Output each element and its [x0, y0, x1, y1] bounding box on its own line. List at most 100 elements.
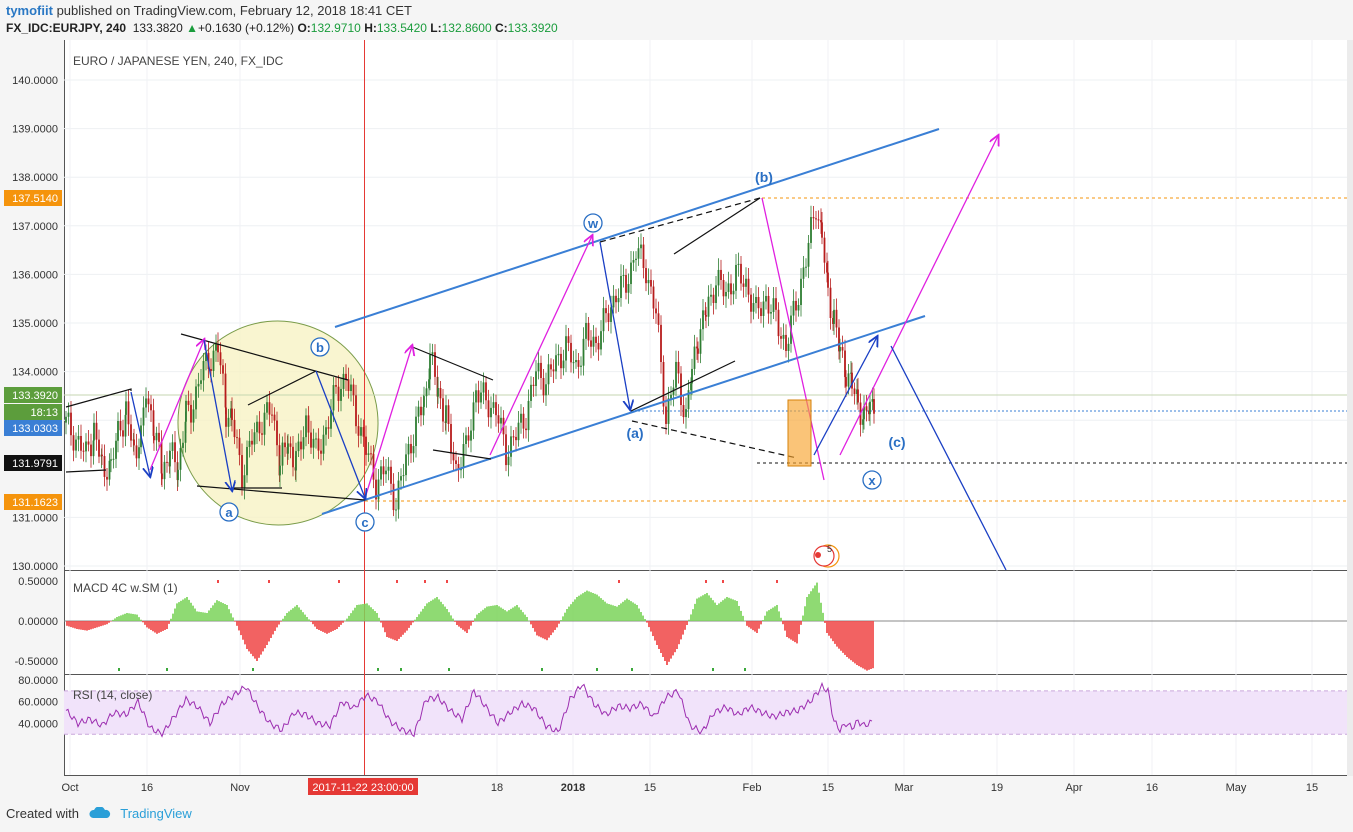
macd-bar: [710, 597, 712, 621]
candle-body: [450, 423, 452, 454]
candle-body: [222, 365, 224, 374]
candle-body: [217, 344, 219, 353]
macd-bar: [546, 621, 548, 641]
candle-body: [253, 432, 256, 445]
x-tick-label: 16: [141, 782, 153, 794]
macd-bar: [424, 606, 426, 621]
blue-waves[interactable]: [130, 241, 1007, 571]
candle-body: [705, 315, 707, 317]
y-tick-label: 134.0000: [12, 367, 58, 379]
macd-bar: [510, 608, 512, 621]
candle-body: [687, 390, 690, 410]
candle-body: [407, 443, 410, 455]
macd-bar: [490, 605, 492, 621]
event-marker-icon[interactable]: 5: [813, 544, 840, 568]
candle-body: [655, 308, 657, 314]
macd-bar: [668, 621, 670, 662]
macd-bar: [138, 617, 140, 621]
macd-bar: [568, 606, 570, 621]
macd-bar: [830, 621, 832, 639]
macd-bar: [124, 613, 126, 621]
candle-body: [258, 421, 261, 434]
macd-bar: [402, 621, 404, 635]
chart-canvas[interactable]: b a c w x (b) (a) (c) 5 EURO / JAPANESE …: [0, 40, 1353, 800]
candle-body: [279, 465, 281, 476]
macd-bar: [354, 607, 356, 621]
candle-body: [225, 407, 227, 427]
candle-body: [405, 454, 407, 476]
candle-body: [457, 463, 460, 471]
author-link[interactable]: tymofiit: [6, 3, 53, 18]
macd-bar: [596, 594, 598, 621]
macd-signal-dot: [396, 580, 398, 583]
candle-body: [185, 400, 187, 422]
candle-body: [835, 309, 838, 328]
macd-signal-dot: [400, 668, 402, 671]
x-tick-label: Oct: [61, 782, 78, 794]
candle-body: [712, 294, 715, 304]
macd-bar: [286, 613, 288, 621]
candle-body: [370, 453, 372, 455]
candle-body: [755, 296, 757, 304]
macd-bar: [554, 621, 556, 630]
candle-body: [281, 442, 284, 466]
macd-bar: [648, 621, 650, 628]
candle-body: [535, 371, 537, 386]
macd-bar: [776, 605, 778, 621]
macd-bar: [130, 613, 132, 621]
x-tick-label: 15: [822, 782, 834, 794]
macd-bar: [310, 621, 312, 622]
macd-bar: [548, 621, 550, 638]
candle-body: [805, 266, 807, 268]
candle-body: [352, 384, 355, 396]
candle-body: [515, 436, 517, 441]
macd-bar: [560, 620, 562, 621]
macd-bar: [844, 621, 846, 655]
macd-bar: [308, 619, 310, 621]
macd-bar: [656, 621, 658, 645]
macd-bar: [80, 621, 82, 630]
magenta-waves[interactable]: [149, 136, 998, 499]
macd-bar: [304, 614, 306, 621]
candle-body: [342, 373, 345, 389]
tradingview-link[interactable]: TradingView: [120, 806, 192, 821]
macd-bar: [762, 620, 764, 621]
macd-bar: [836, 621, 838, 647]
macd-signal-dot: [377, 668, 379, 671]
candle-body: [580, 365, 582, 367]
macd-bar: [630, 601, 632, 621]
x-axis[interactable]: Oct 16 Nov 18 2018 15 Feb 15 Mar 19 Apr 16 May 15: [61, 782, 1318, 794]
target-box[interactable]: [787, 399, 812, 467]
candle-body: [465, 435, 467, 445]
macd-bar: [502, 608, 504, 621]
candle-body: [787, 343, 790, 351]
candle-body: [702, 310, 704, 330]
candle-body: [233, 419, 236, 438]
macd-bar: [848, 621, 850, 659]
channel-upper[interactable]: [334, 128, 940, 328]
candle-body: [177, 469, 179, 481]
highlight-ellipse[interactable]: [168, 311, 388, 535]
candle-body: [110, 459, 112, 461]
candle-body: [315, 438, 317, 440]
macd-bar: [322, 621, 324, 632]
macd-bar: [222, 603, 224, 621]
macd-bar: [794, 621, 796, 643]
macd-bar: [476, 614, 478, 621]
candle-body: [158, 432, 160, 442]
macd-bar: [714, 602, 716, 621]
x-tick-label: Mar: [895, 782, 914, 794]
macd-bar: [154, 621, 156, 633]
dashed-trendlines[interactable]: [599, 197, 798, 459]
macd-bar: [234, 621, 236, 622]
channel-lower[interactable]: [321, 315, 926, 515]
candle-body: [602, 308, 605, 332]
macd-bar: [824, 621, 826, 623]
macd-bar: [110, 621, 112, 622]
candle-body: [187, 400, 190, 405]
macd-bar: [728, 597, 730, 621]
wave-label-a: a: [225, 505, 233, 520]
macd-bar: [96, 621, 98, 628]
candle-body: [415, 416, 417, 447]
candle-body: [119, 420, 122, 431]
